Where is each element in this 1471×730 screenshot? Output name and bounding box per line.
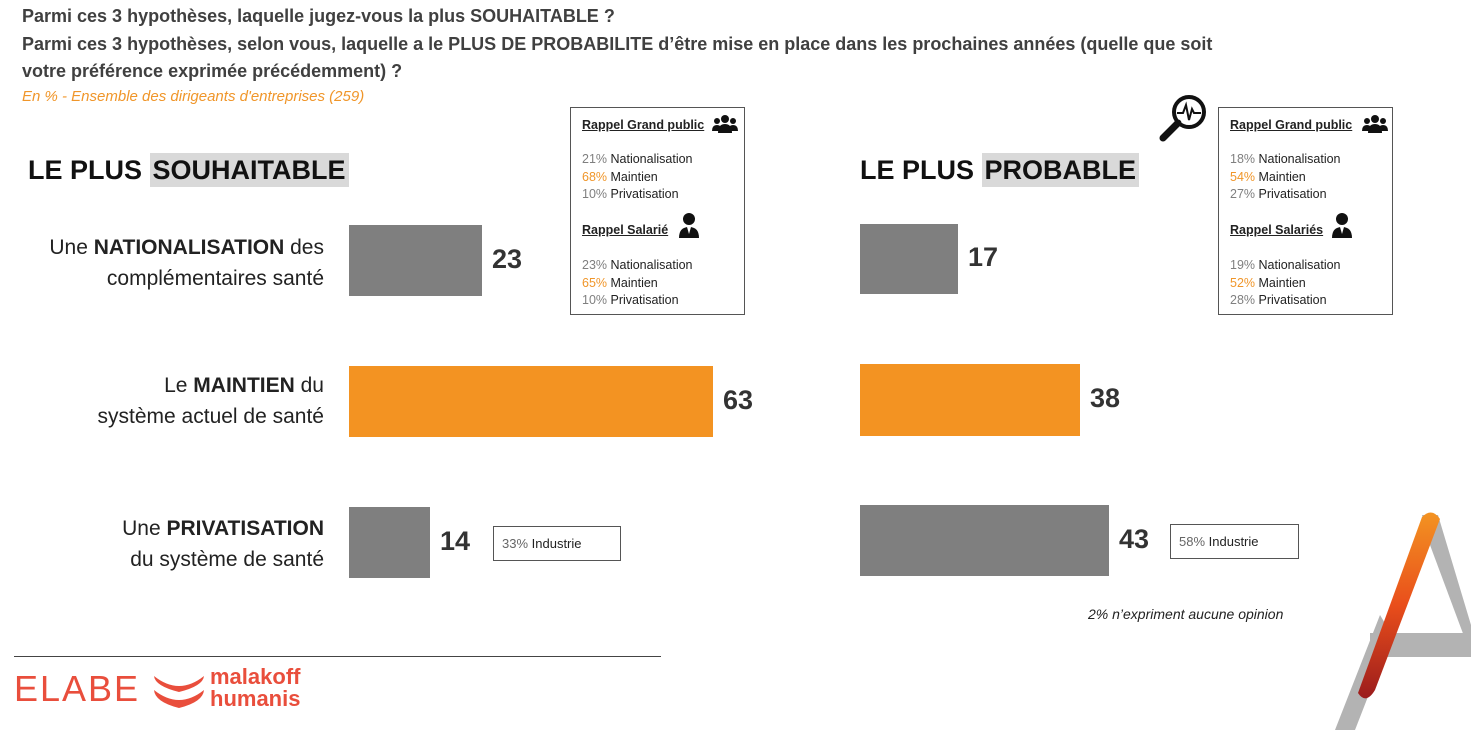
value-left-nationalisation: 23: [492, 243, 523, 274]
recall-left-sal-nat-text: Nationalisation: [607, 258, 693, 272]
recall-left-public-main-text: Maintien: [607, 170, 658, 184]
bar-right-nationalisation: [860, 224, 958, 294]
recall-left-sal-nat-pct: 23%: [582, 258, 608, 272]
note-right-pct: 58%: [1179, 534, 1206, 549]
recall-right-sal-main-pct: 52%: [1230, 276, 1256, 290]
bar-right-maintien: [860, 364, 1080, 436]
recall-left-sal-priv-pct: 10%: [582, 293, 608, 307]
note-left-industrie: 33% Industrie: [493, 526, 621, 561]
label-priv-pre: Une: [122, 517, 167, 540]
recall-right-public-priv: 27% Privatisation: [1230, 187, 1327, 201]
recall-left-public-priv-text: Privatisation: [607, 187, 679, 201]
person-icon: [679, 213, 699, 238]
person-icon: [1332, 213, 1352, 238]
left-title-highlight: SOUHAITABLE: [149, 153, 349, 187]
label-main-pre: Le: [164, 374, 194, 397]
left-title-prefix: LE PLUS: [28, 155, 150, 185]
recall-left-header-public: Rappel Grand public: [582, 118, 705, 132]
malakoff-word: malakoff: [210, 664, 301, 689]
right-section-title: LE PLUS PROBABLE: [860, 153, 1140, 187]
value-left-maintien: 63: [723, 384, 754, 415]
recall-left-public-nat-pct: 21%: [582, 152, 608, 166]
left-section-title: LE PLUS SOUHAITABLE: [28, 153, 349, 187]
recall-left-sal-main-pct: 65%: [582, 276, 608, 290]
malakoff-logo-icon: [154, 676, 204, 708]
recall-right-public-nat: 18% Nationalisation: [1230, 152, 1341, 166]
brand-a-icon: [1335, 512, 1471, 730]
group-icon: [1362, 115, 1388, 133]
label-nat-bold: NATIONALISATION: [93, 236, 285, 259]
recall-right-sal-priv-pct: 28%: [1230, 293, 1256, 307]
recall-left-public-nat: 21% Nationalisation: [582, 152, 693, 166]
recall-right-header-salaries: Rappel Salariés: [1230, 223, 1324, 237]
label-nat-line2: complémentaires santé: [106, 267, 324, 290]
label-priv-bold: PRIVATISATION: [166, 517, 325, 540]
recall-right-public-priv-pct: 27%: [1230, 187, 1256, 201]
recall-left-sal-priv-text: Privatisation: [607, 293, 679, 307]
bar-left-nationalisation: [349, 225, 482, 296]
label-main-line2: système actuel de santé: [97, 405, 324, 428]
recall-right-header-public: Rappel Grand public: [1230, 118, 1353, 132]
subtitle: En % - Ensemble des dirigeants d'entrepr…: [22, 88, 365, 105]
value-left-privatisation: 14: [440, 525, 471, 556]
label-privatisation: Une PRIVATISATION du système de santé: [122, 513, 324, 575]
recall-right-sal-main: 52% Maintien: [1230, 276, 1306, 290]
recall-left-sal-main-text: Maintien: [607, 276, 658, 290]
label-main-post: du: [294, 374, 324, 397]
recall-left-sal-priv: 10% Privatisation: [582, 293, 679, 307]
question-1: Parmi ces 3 hypothèses, laquelle jugez-v…: [22, 6, 615, 26]
malakoff-logo-text: malakoff humanis: [210, 666, 300, 710]
recall-right-sal-main-text: Maintien: [1255, 276, 1306, 290]
note-right-industrie: 58% Industrie: [1170, 524, 1299, 559]
label-nationalisation: Une NATIONALISATION des complémentaires …: [49, 232, 324, 294]
recall-left-public-priv-pct: 10%: [582, 187, 608, 201]
recall-left-sal-main: 65% Maintien: [582, 276, 658, 290]
recall-box-right: Rappel Grand public 18% Nationalisation …: [1218, 107, 1393, 315]
label-priv-line2: du système de santé: [130, 548, 324, 571]
recall-left-public-main: 68% Maintien: [582, 170, 658, 184]
recall-right-sal-nat: 19% Nationalisation: [1230, 258, 1341, 272]
right-title-prefix: LE PLUS: [860, 155, 982, 185]
recall-left-header-salarie: Rappel Salarié: [582, 223, 669, 237]
recall-right-public-main-pct: 54%: [1230, 170, 1256, 184]
recall-left-public-priv: 10% Privatisation: [582, 187, 679, 201]
recall-right-sal-nat-text: Nationalisation: [1255, 258, 1341, 272]
recall-right-sal-priv-text: Privatisation: [1255, 293, 1327, 307]
label-main-bold: MAINTIEN: [193, 374, 295, 397]
label-nat-post: des: [284, 236, 324, 259]
recall-right-sal-nat-pct: 19%: [1230, 258, 1256, 272]
label-maintien: Le MAINTIEN du système actuel de santé: [98, 370, 324, 432]
right-title-highlight: PROBABLE: [981, 153, 1140, 187]
bar-right-privatisation: [860, 505, 1109, 576]
question-2-line-1: Parmi ces 3 hypothèses, selon vous, laqu…: [22, 34, 1213, 54]
group-icon: [712, 115, 738, 133]
value-right-nationalisation: 17: [968, 242, 999, 272]
elabe-logo: ELABE: [14, 668, 141, 709]
footer-divider: [14, 656, 661, 657]
recall-right-sal-priv: 28% Privatisation: [1230, 293, 1327, 307]
humanis-word: humanis: [210, 686, 301, 711]
recall-left-public-nat-text: Nationalisation: [607, 152, 693, 166]
bar-left-privatisation: [349, 507, 430, 578]
recall-left-sal-nat: 23% Nationalisation: [582, 258, 693, 272]
recall-left-public-main-pct: 68%: [582, 170, 608, 184]
recall-right-public-main: 54% Maintien: [1230, 170, 1306, 184]
bar-left-maintien: [349, 366, 713, 437]
value-right-maintien: 38: [1090, 383, 1121, 413]
recall-right-public-nat-pct: 18%: [1230, 152, 1256, 166]
note-left-text: Industrie: [528, 536, 582, 551]
label-nat-pre: Une: [49, 236, 94, 259]
value-right-privatisation: 43: [1119, 523, 1150, 554]
recall-box-left: Rappel Grand public 21% Nationalisation …: [570, 107, 745, 315]
question-2-line-2: votre préférence exprimée précédemment) …: [22, 61, 403, 81]
note-left-pct: 33%: [502, 536, 529, 551]
no-opinion-note: 2% n’expriment aucune opinion: [1088, 606, 1284, 622]
note-right-text: Industrie: [1205, 534, 1259, 549]
magnifier-icon: [1159, 95, 1206, 142]
recall-right-public-priv-text: Privatisation: [1255, 187, 1327, 201]
recall-right-public-main-text: Maintien: [1255, 170, 1306, 184]
recall-right-public-nat-text: Nationalisation: [1255, 152, 1341, 166]
